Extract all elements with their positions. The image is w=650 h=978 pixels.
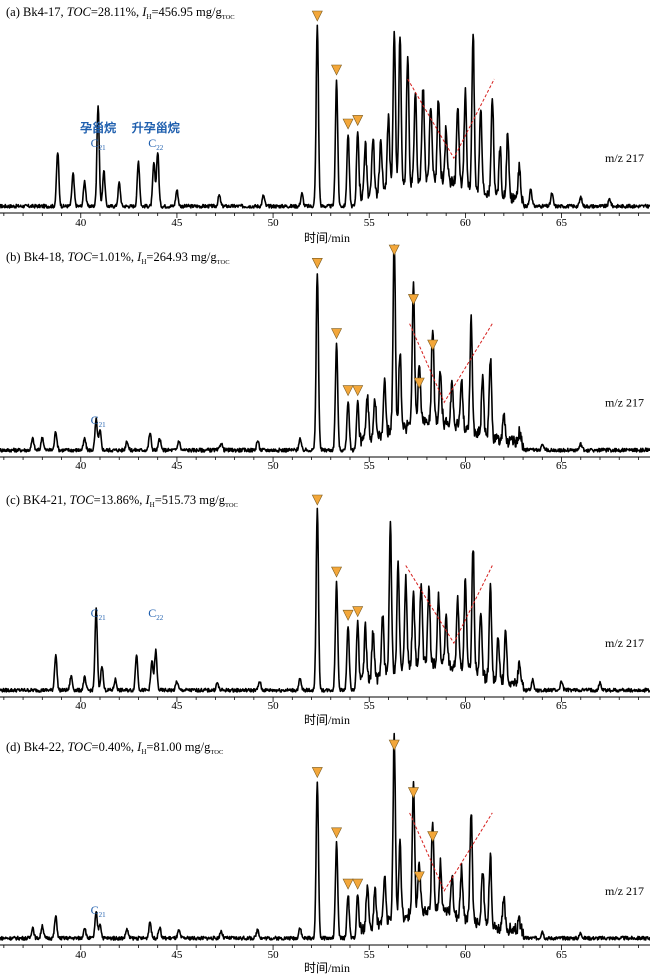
ion-label: m/z 217 xyxy=(605,884,644,898)
chromatogram-trace xyxy=(0,507,650,693)
sterane-marker-4 xyxy=(352,115,364,127)
sterane-marker-3 xyxy=(342,118,354,130)
compound-carbon-label: C22 xyxy=(148,136,164,152)
ion-label: m/z 217 xyxy=(605,151,644,165)
sterane-marker-3 xyxy=(342,385,354,397)
x-tick-label: 65 xyxy=(556,460,568,472)
sterane-marker-2 xyxy=(331,328,343,340)
x-axis-label: 时间/min xyxy=(304,713,350,727)
sterane-marker-2 xyxy=(331,827,343,839)
sterane-marker-7 xyxy=(413,871,425,883)
ion-label: m/z 217 xyxy=(605,395,644,409)
sterane-marker-8 xyxy=(427,831,439,843)
sterane-marker-3 xyxy=(342,878,354,890)
x-tick-label: 55 xyxy=(364,949,376,961)
panel-title: (a) Bk4-17, TOC=28.11%, IH=456.95 mg/gTO… xyxy=(6,5,235,21)
chromatogram-panel-c: (c) BK4-21, TOC=13.86%, IH=515.73 mg/gTO… xyxy=(0,493,650,727)
x-tick-label: 45 xyxy=(171,700,183,712)
sterane-marker-2 xyxy=(331,566,343,578)
x-tick-label: 65 xyxy=(556,217,568,229)
x-tick-label: 40 xyxy=(75,217,87,229)
sterane-marker-1 xyxy=(311,257,323,269)
compound-carbon-label: C21 xyxy=(91,413,107,429)
sterane-marker-3 xyxy=(342,609,354,621)
sterane-marker-1 xyxy=(311,767,323,779)
x-tick-label: 40 xyxy=(75,460,87,472)
sterane-marker-6 xyxy=(407,294,419,306)
compound-carbon-label: C21 xyxy=(91,606,107,622)
x-tick-label: 40 xyxy=(75,949,87,961)
x-tick-label: 40 xyxy=(75,700,87,712)
sterane-marker-6 xyxy=(407,787,419,799)
chromatogram-trace xyxy=(0,24,650,209)
x-tick-label: 50 xyxy=(268,700,280,712)
x-axis-label: 时间/min xyxy=(304,961,350,975)
x-tick-label: 50 xyxy=(268,460,280,472)
chromatogram-panel-a: (a) Bk4-17, TOC=28.11%, IH=456.95 mg/gTO… xyxy=(0,5,650,245)
x-axis-label: 时间/min xyxy=(304,231,350,245)
compound-carbon-label: C21 xyxy=(91,136,107,152)
sterane-marker-8 xyxy=(427,339,439,351)
x-tick-label: 45 xyxy=(171,217,183,229)
isomer-guide-line xyxy=(409,812,493,892)
x-tick-label: 55 xyxy=(364,460,376,472)
compound-carbon-label: C22 xyxy=(148,606,164,622)
chromatogram-panel-d: (d) Bk4-22, TOC=0.40%, IH=81.00 mg/gTOC C… xyxy=(0,732,650,975)
sterane-marker-1 xyxy=(311,10,323,22)
sterane-marker-7 xyxy=(413,377,425,389)
x-tick-label: 60 xyxy=(460,700,472,712)
chromatogram-trace xyxy=(0,732,650,941)
sterane-marker-5 xyxy=(388,739,400,751)
chromatogram-panel-b: (b) Bk4-18, TOC=1.01%, IH=264.93 mg/gTOC… xyxy=(0,244,650,472)
sterane-marker-4 xyxy=(352,385,364,397)
x-tick-label: 50 xyxy=(268,949,280,961)
sterane-marker-2 xyxy=(331,64,343,76)
sterane-marker-1 xyxy=(311,494,323,506)
x-tick-label: 45 xyxy=(171,460,183,472)
chromatogram-trace xyxy=(0,244,650,453)
panel-title: (b) Bk4-18, TOC=1.01%, IH=264.93 mg/gTOC xyxy=(6,250,230,266)
panel-title: (d) Bk4-22, TOC=0.40%, IH=81.00 mg/gTOC xyxy=(6,740,223,756)
x-tick-label: 60 xyxy=(460,460,472,472)
panel-title: (c) BK4-21, TOC=13.86%, IH=515.73 mg/gTO… xyxy=(6,493,238,509)
isomer-guide-line xyxy=(409,323,493,404)
x-tick-label: 60 xyxy=(460,949,472,961)
ion-label: m/z 217 xyxy=(605,636,644,650)
isomer-guide-line xyxy=(407,78,495,160)
x-tick-label: 60 xyxy=(460,217,472,229)
x-tick-label: 50 xyxy=(268,217,280,229)
x-tick-label: 65 xyxy=(556,949,568,961)
sterane-marker-4 xyxy=(352,878,364,890)
compound-name-label: 升孕甾烷 xyxy=(132,120,180,135)
x-tick-label: 55 xyxy=(364,217,376,229)
compound-name-label: 孕甾烷 xyxy=(80,120,116,135)
x-tick-label: 65 xyxy=(556,700,568,712)
sterane-marker-5 xyxy=(388,244,400,256)
isomer-guide-line xyxy=(405,565,493,645)
x-tick-label: 55 xyxy=(364,700,376,712)
sterane-marker-4 xyxy=(352,606,364,618)
x-tick-label: 45 xyxy=(171,949,183,961)
compound-carbon-label: C21 xyxy=(91,903,107,919)
